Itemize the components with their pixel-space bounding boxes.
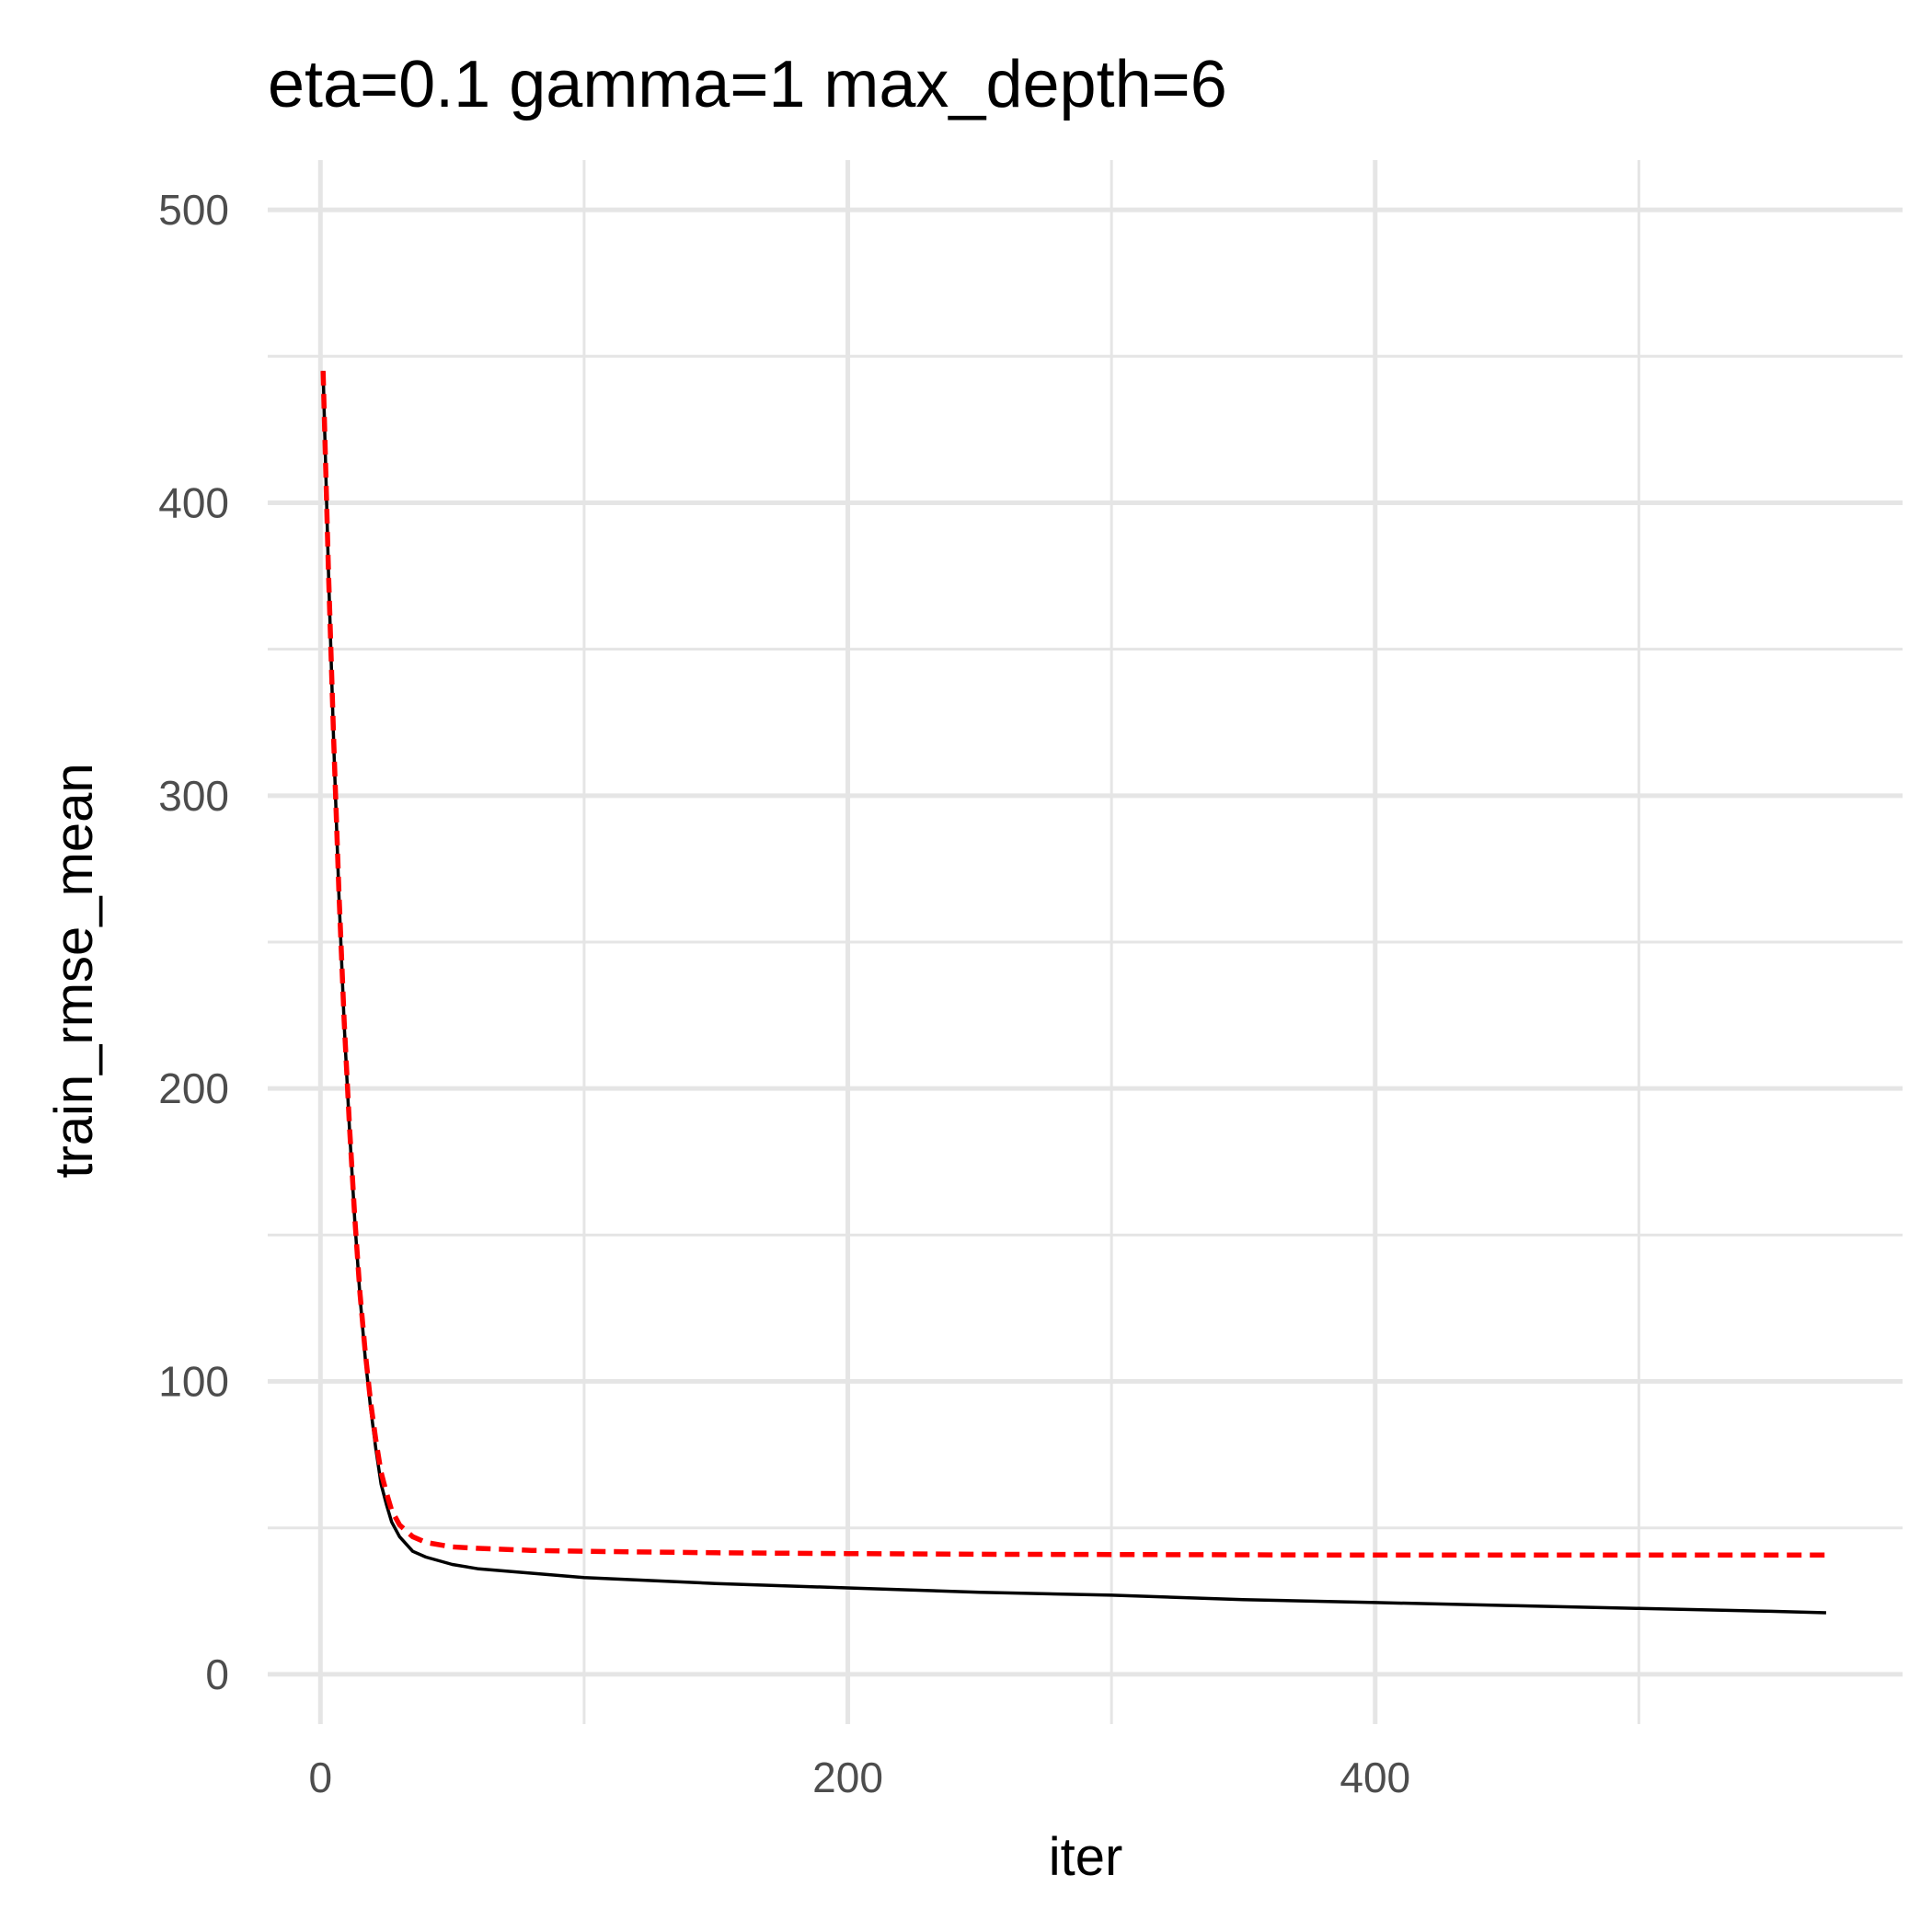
minor-gridlines xyxy=(268,160,1903,1724)
y-tick-label: 500 xyxy=(158,186,229,234)
y-tick-label: 100 xyxy=(158,1358,229,1406)
x-axis-title: iter xyxy=(1049,1827,1123,1887)
chart-title: eta=0.1 gamma=1 max_depth=6 xyxy=(268,48,1227,121)
y-tick-label: 200 xyxy=(158,1064,229,1112)
x-tick-label: 400 xyxy=(1340,1754,1410,1801)
x-tick-label: 0 xyxy=(309,1754,333,1801)
series-lines xyxy=(320,371,1826,1615)
y-tick-label: 0 xyxy=(205,1650,229,1698)
series-line-1 xyxy=(321,371,1826,1615)
tick-labels: 0 100 200 300 400 500 0 200 400 xyxy=(158,186,1410,1801)
y-axis-title: train_rmse_mean xyxy=(44,763,104,1178)
major-gridlines xyxy=(268,160,1903,1724)
x-tick-label: 200 xyxy=(812,1754,883,1801)
y-tick-label: 400 xyxy=(158,478,229,526)
series-line-2 xyxy=(320,371,1826,1558)
y-tick-label: 300 xyxy=(158,772,229,820)
